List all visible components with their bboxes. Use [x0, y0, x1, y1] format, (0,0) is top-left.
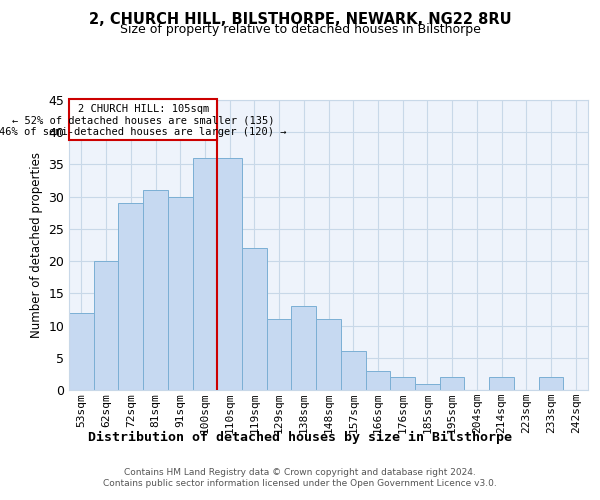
FancyBboxPatch shape [69, 98, 217, 140]
Bar [94, 261, 118, 390]
Bar [539, 377, 563, 390]
Text: 2 CHURCH HILL: 105sqm: 2 CHURCH HILL: 105sqm [77, 104, 209, 114]
Bar [118, 203, 143, 390]
Text: 46% of semi-detached houses are larger (120) →: 46% of semi-detached houses are larger (… [0, 126, 287, 136]
Bar [489, 377, 514, 390]
Bar [341, 352, 365, 390]
Bar [69, 312, 94, 390]
Text: 2, CHURCH HILL, BILSTHORPE, NEWARK, NG22 8RU: 2, CHURCH HILL, BILSTHORPE, NEWARK, NG22… [89, 12, 511, 28]
Bar [415, 384, 440, 390]
Bar [440, 377, 464, 390]
Bar [168, 196, 193, 390]
Bar [292, 306, 316, 390]
Bar [390, 377, 415, 390]
Bar [267, 319, 292, 390]
Bar [242, 248, 267, 390]
Bar [217, 158, 242, 390]
Text: Size of property relative to detached houses in Bilsthorpe: Size of property relative to detached ho… [119, 22, 481, 36]
Text: Distribution of detached houses by size in Bilsthorpe: Distribution of detached houses by size … [88, 431, 512, 444]
Bar [143, 190, 168, 390]
Bar [316, 319, 341, 390]
Bar [193, 158, 217, 390]
Y-axis label: Number of detached properties: Number of detached properties [30, 152, 43, 338]
Text: Contains HM Land Registry data © Crown copyright and database right 2024.
Contai: Contains HM Land Registry data © Crown c… [103, 468, 497, 487]
Bar [365, 370, 390, 390]
Text: ← 52% of detached houses are smaller (135): ← 52% of detached houses are smaller (13… [12, 116, 274, 126]
